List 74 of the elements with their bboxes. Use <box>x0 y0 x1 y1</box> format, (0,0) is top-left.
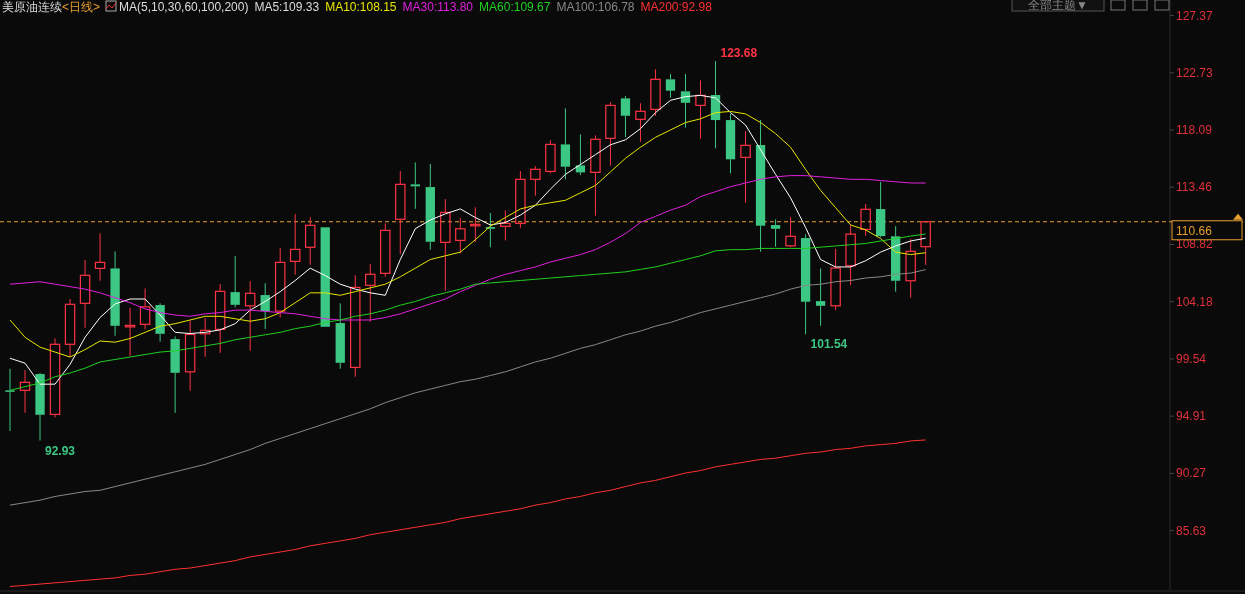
y-tick-label: 90.27 <box>1176 466 1207 481</box>
y-tick-label: 94.91 <box>1176 409 1207 424</box>
candlestick <box>214 283 226 354</box>
text: MA5:109.33 <box>254 0 320 14</box>
candlestick <box>304 216 316 266</box>
candlestick <box>695 79 706 140</box>
candlestick <box>770 218 781 248</box>
y-tick-label: 85.63 <box>1176 523 1207 538</box>
candlestick <box>170 335 180 414</box>
line-series <box>9 439 927 588</box>
candlestick <box>605 101 616 167</box>
candlestick <box>199 317 211 358</box>
candlestick <box>49 337 61 418</box>
y-tick-label: 122.73 <box>1176 65 1214 80</box>
text: MA60:109.67 <box>479 0 551 14</box>
candlestick <box>905 238 916 299</box>
chart-title: 美原油连续 <box>2 0 62 14</box>
candlestick <box>440 198 451 292</box>
candlestick <box>139 287 151 330</box>
candlestick <box>530 165 541 197</box>
candlestick <box>410 161 420 210</box>
ref-line-label: 110.66 <box>1176 223 1213 238</box>
annotation: 123.68 <box>720 46 758 61</box>
candlestick <box>365 263 376 323</box>
candlestick <box>590 134 601 217</box>
y-tick-label: 104.18 <box>1176 294 1214 309</box>
candlestick <box>815 267 826 327</box>
candlestick <box>830 248 841 311</box>
candlestick <box>800 233 811 335</box>
y-tick-label: 108.82 <box>1176 237 1214 252</box>
candlestick <box>755 119 766 253</box>
candlestick <box>380 222 391 278</box>
candlestick <box>875 181 886 237</box>
candlestick <box>244 280 256 352</box>
candlestick <box>680 73 691 129</box>
y-tick-label: 118.09 <box>1176 123 1213 138</box>
candlestick <box>124 307 136 357</box>
candlestick <box>740 130 751 204</box>
text: MA200:92.98 <box>640 0 713 14</box>
text: MA100:106.78 <box>556 0 635 14</box>
candlestick <box>184 320 196 392</box>
annotation: 92.93 <box>45 443 76 458</box>
line-series <box>9 269 927 506</box>
candlestick <box>500 209 511 241</box>
candlestick <box>289 213 301 276</box>
annotation: 101.54 <box>810 337 848 352</box>
y-tick-label: 99.54 <box>1176 351 1207 366</box>
candlestick <box>920 221 931 266</box>
legend-title: MA(5,10,30,60,100,200) <box>119 0 249 14</box>
candlestick <box>725 113 736 174</box>
candlestick <box>274 247 286 318</box>
candlestick <box>320 227 330 327</box>
candlestick <box>64 298 76 358</box>
candlestick <box>515 170 526 229</box>
candlestick <box>845 224 856 286</box>
candlestick <box>620 95 631 138</box>
candlestick <box>94 232 106 282</box>
candlestick <box>425 163 435 251</box>
text: MA10:108.15 <box>325 0 397 14</box>
y-tick-label: 113.46 <box>1176 180 1213 195</box>
candlestick <box>350 274 361 378</box>
candlestick <box>785 216 796 247</box>
y-tick-label: 127.37 <box>1176 8 1214 23</box>
candlestick <box>230 255 240 308</box>
candlestick <box>110 250 120 337</box>
candlestick <box>470 206 481 243</box>
candlestick <box>5 368 15 432</box>
text: MA30:113.80 <box>402 0 474 14</box>
candlestick <box>560 107 571 180</box>
candlestick <box>665 73 676 99</box>
candlestick <box>395 170 406 255</box>
candlestick <box>335 302 345 370</box>
candlestick <box>635 102 646 143</box>
chart-subtitle: <日线> <box>62 0 101 14</box>
